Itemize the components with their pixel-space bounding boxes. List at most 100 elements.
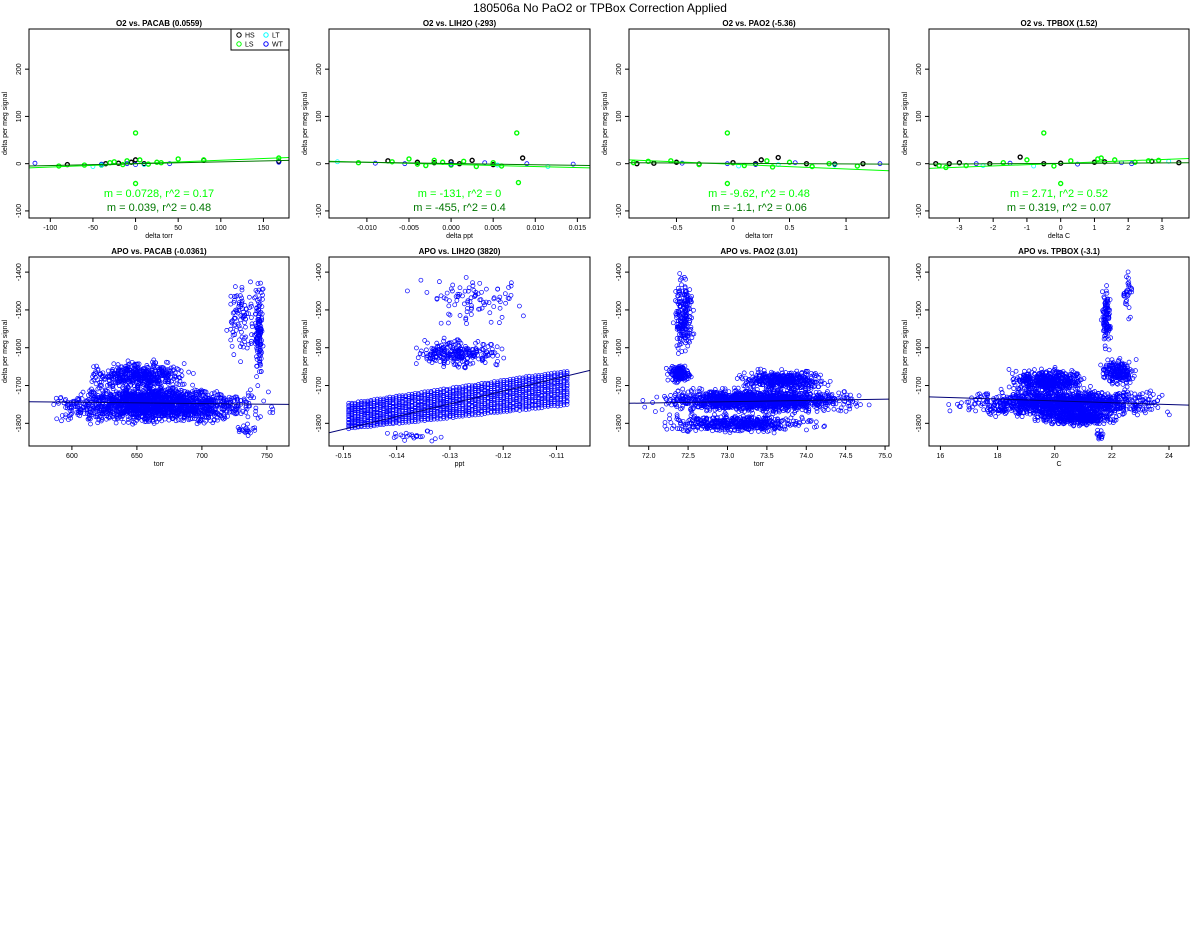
- data-point: [228, 326, 234, 332]
- data-point: [558, 403, 564, 408]
- data-point: [204, 397, 210, 403]
- data-point: [239, 284, 245, 290]
- data-point: [387, 411, 393, 416]
- data-point: [1075, 161, 1080, 167]
- data-point: [393, 431, 398, 436]
- data-point: [252, 425, 258, 431]
- data-point: [196, 404, 202, 410]
- data-point: [460, 359, 465, 364]
- fit-line: [329, 369, 590, 434]
- data-point: [234, 411, 239, 417]
- data-point: [430, 356, 435, 361]
- data-point: [135, 415, 141, 420]
- panel-title: O2 vs. TPBOX (1.52): [1021, 19, 1098, 28]
- data-point: [517, 394, 522, 400]
- data-point: [424, 290, 430, 295]
- data-point: [248, 338, 254, 344]
- legend-marker: [236, 32, 242, 38]
- data-point: [257, 301, 263, 307]
- y-tick-label: -1600: [16, 339, 23, 357]
- data-point: [181, 418, 187, 423]
- data-point: [831, 406, 837, 412]
- data-point: [238, 359, 243, 365]
- data-point: [228, 337, 234, 343]
- data-point: [425, 392, 431, 398]
- data-point: [406, 156, 412, 162]
- x-tick-label: -0.5: [670, 225, 682, 232]
- data-point: [472, 412, 478, 418]
- data-point: [180, 411, 186, 416]
- data-point: [121, 420, 126, 425]
- data-point: [482, 407, 488, 413]
- y-tick-label: 0: [616, 162, 623, 166]
- data-point: [100, 370, 106, 376]
- data-point: [526, 389, 532, 395]
- data-point: [432, 436, 438, 442]
- data-point: [381, 413, 386, 419]
- data-point: [499, 314, 505, 320]
- data-point: [419, 434, 425, 439]
- data-point: [449, 352, 454, 357]
- y-tick-label: -1700: [16, 376, 23, 394]
- data-point: [69, 411, 74, 417]
- data-point: [229, 395, 234, 401]
- data-point: [171, 364, 176, 370]
- data-point: [423, 347, 429, 353]
- data-point: [231, 323, 237, 329]
- data-point: [441, 415, 447, 421]
- data-point: [129, 376, 134, 382]
- data-point: [239, 341, 245, 347]
- data-point: [555, 388, 560, 394]
- data-point: [58, 395, 64, 400]
- y-tick-label: -100: [916, 204, 923, 218]
- data-point: [212, 409, 218, 415]
- y-tick-label: -100: [316, 204, 323, 218]
- data-point: [235, 425, 241, 430]
- data-point: [355, 413, 361, 419]
- data-point: [488, 380, 494, 386]
- data-point: [555, 401, 560, 406]
- legend-marker: [263, 32, 269, 38]
- data-point: [786, 159, 793, 165]
- y-tick-label: -1500: [316, 301, 323, 319]
- data-point: [422, 416, 428, 422]
- data-point: [237, 337, 242, 343]
- data-point: [163, 391, 169, 396]
- data-point: [482, 360, 488, 365]
- x-tick-label: -0.11: [549, 453, 565, 460]
- data-point: [147, 413, 153, 419]
- data-point: [258, 329, 264, 335]
- data-point: [468, 307, 474, 312]
- data-point: [237, 326, 243, 332]
- data-point: [126, 394, 132, 399]
- data-point: [495, 359, 500, 364]
- data-point: [54, 416, 60, 422]
- data-point: [135, 361, 140, 367]
- data-point: [390, 420, 396, 425]
- x-tick-label: -0.13: [442, 453, 458, 460]
- data-point: [210, 395, 215, 400]
- data-point: [439, 342, 444, 348]
- data-point: [542, 400, 548, 405]
- data-point: [832, 162, 838, 168]
- x-tick-label: 750: [261, 453, 273, 460]
- data-point: [232, 411, 238, 417]
- data-point: [434, 412, 440, 418]
- data-point: [254, 364, 260, 369]
- data-point: [146, 391, 152, 397]
- data-point: [158, 366, 164, 372]
- x-tick-label: -0.15: [335, 453, 351, 460]
- data-point: [230, 310, 236, 316]
- panel-apo-pacab: APO vs. PACAB (-0.0361)600 650 700 750-1800…: [2, 247, 290, 468]
- data-point: [497, 305, 503, 311]
- data-point: [80, 389, 86, 395]
- data-point: [447, 388, 453, 394]
- data-point: [149, 391, 155, 396]
- data-point: [114, 380, 120, 386]
- data-point: [266, 389, 271, 395]
- data-point: [166, 367, 172, 373]
- data-point: [91, 364, 97, 370]
- data-point: [78, 410, 84, 415]
- data-point: [548, 391, 554, 397]
- data-point: [192, 413, 197, 419]
